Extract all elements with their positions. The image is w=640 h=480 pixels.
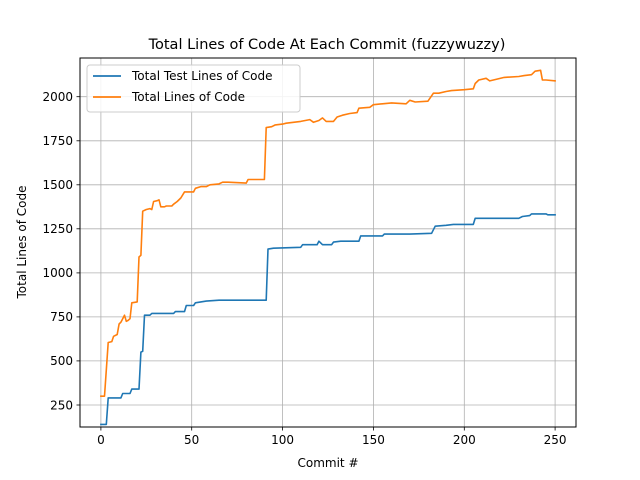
legend-box [86,64,301,113]
plot-frame [79,57,577,428]
series-line-total [100,69,556,398]
y-tick-label: 1500 [42,178,73,192]
y-tick-label: 1000 [42,266,73,280]
y-axis-label: Total Lines of Code [15,185,29,299]
x-tick-label: 150 [362,433,385,447]
y-tick-label: 2000 [42,90,73,104]
grid [80,58,576,427]
y-tick-label: 1250 [42,222,73,236]
x-tick-label: 200 [453,433,476,447]
x-tick-label: 100 [271,433,294,447]
chart-title: Total Lines of Code At Each Commit (fuzz… [148,37,506,53]
y-tick-label: 250 [50,398,73,412]
y-tick-label: 500 [50,354,73,368]
plot-lines [100,69,556,426]
y-tick-label: 1750 [42,134,73,148]
axis-ticks: 0 50 100 150 200 250 250 500 750 1000 1250 1500 1750… [42,90,566,447]
legend-label-total: Total Lines of Code [131,90,245,104]
x-axis-label: Commit # [297,456,358,470]
x-tick-label: 250 [544,433,567,447]
legend: Total Test Lines of Code Total Lines of … [86,64,301,113]
series-line-test [100,213,556,426]
y-tick-label: 750 [50,310,73,324]
x-tick-label: 0 [97,433,105,447]
x-tick-label: 50 [184,433,199,447]
legend-label-test: Total Test Lines of Code [131,69,272,83]
